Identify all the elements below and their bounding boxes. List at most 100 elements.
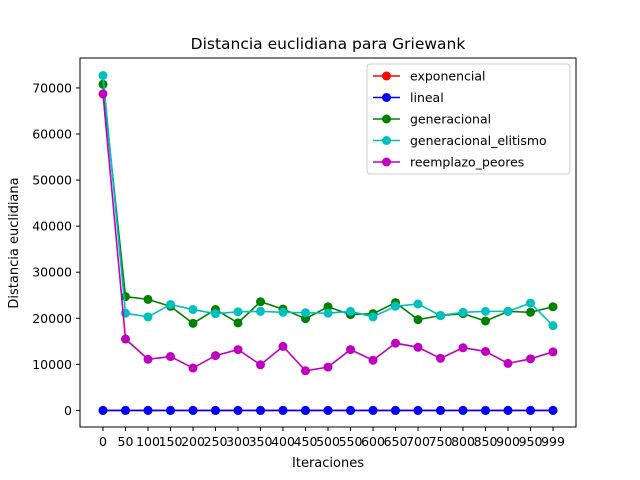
data-point: [233, 318, 243, 328]
data-point: [526, 307, 535, 317]
data-point: [301, 405, 310, 415]
data-point: [121, 334, 130, 344]
data-point: [188, 363, 198, 373]
data-point: [368, 355, 378, 365]
data-point: [211, 309, 220, 319]
data-point: [346, 405, 355, 415]
legend-marker: [382, 157, 391, 167]
legend-entry: reemplazo_peores: [373, 155, 524, 170]
data-point: [391, 405, 400, 415]
x-tick-label: 500: [316, 434, 340, 449]
data-point: [143, 405, 153, 415]
data-point: [458, 343, 468, 353]
legend-label: generacional_elitismo: [410, 133, 547, 148]
data-point: [98, 71, 108, 81]
data-point: [233, 307, 243, 317]
data-point: [211, 405, 220, 415]
x-tick-label: 100: [136, 434, 160, 449]
x-axis-label: Iteraciones: [292, 456, 364, 471]
chart-title: Distancia euclidiana para Griewank: [191, 35, 466, 53]
data-point: [323, 362, 333, 372]
data-point: [503, 306, 513, 316]
x-tick-label: 450: [294, 434, 318, 449]
x-axis: 0 50 1001502002503003504004505005506006507…: [99, 427, 565, 449]
y-tick-label: 20000: [32, 311, 72, 326]
data-point: [256, 306, 265, 316]
data-point: [481, 306, 490, 316]
data-point: [166, 352, 175, 362]
data-point: [278, 405, 288, 415]
data-point: [188, 405, 198, 415]
data-point: [301, 366, 310, 376]
x-tick-label: 550: [339, 434, 363, 449]
data-point: [143, 294, 153, 304]
data-point: [548, 347, 558, 357]
data-point: [188, 318, 198, 328]
data-point: [548, 405, 558, 415]
x-tick-label: 900: [496, 434, 520, 449]
y-tick-label: 50000: [32, 173, 72, 188]
data-point: [391, 338, 400, 348]
legend-entry: exponencial: [373, 69, 485, 84]
data-point: [98, 89, 108, 99]
y-tick-label: 60000: [32, 127, 72, 142]
x-tick-label: 999: [541, 434, 565, 449]
data-point: [481, 316, 490, 326]
data-point: [98, 405, 108, 415]
data-point: [143, 312, 153, 322]
legend-marker: [382, 114, 391, 124]
legend-marker: [382, 93, 391, 102]
x-tick-label: 600: [361, 434, 385, 449]
legend-label: generacional: [410, 112, 491, 127]
series-layer: [98, 71, 558, 415]
y-tick-label: 10000: [32, 357, 72, 372]
x-tick-label: 650: [384, 434, 408, 449]
legend-marker: [382, 71, 391, 81]
y-tick-label: 0: [64, 403, 72, 418]
data-point: [413, 405, 423, 415]
data-point: [211, 351, 220, 361]
data-point: [323, 302, 333, 312]
data-point: [503, 405, 513, 415]
y-tick-label: 30000: [32, 265, 72, 280]
data-point: [256, 405, 265, 415]
data-point: [233, 405, 243, 415]
x-tick-label: 150: [159, 434, 183, 449]
data-point: [346, 306, 355, 316]
x-tick-label: 200: [181, 434, 205, 449]
data-point: [458, 405, 468, 415]
data-point: [503, 358, 513, 368]
data-point: [526, 405, 535, 415]
x-tick-label: 850: [474, 434, 498, 449]
x-tick-label: 0: [99, 434, 107, 449]
data-point: [436, 311, 445, 321]
data-point: [548, 321, 558, 331]
data-point: [98, 79, 108, 89]
data-point: [278, 307, 288, 317]
data-point: [368, 312, 378, 322]
x-tick-label: 300: [226, 434, 250, 449]
data-point: [526, 298, 535, 308]
data-point: [391, 301, 400, 311]
data-point: [548, 302, 558, 312]
data-point: [166, 299, 175, 309]
legend-label: lineal: [410, 90, 444, 105]
data-point: [188, 305, 198, 315]
legend-marker: [382, 136, 391, 145]
data-point: [233, 345, 243, 355]
x-tick-label: 350: [249, 434, 273, 449]
data-point: [121, 405, 130, 415]
legend-entry: lineal: [373, 90, 444, 105]
y-tick-label: 70000: [32, 80, 72, 95]
data-point: [413, 342, 423, 352]
legend-frame: [366, 63, 571, 175]
y-axis-label: Distancia euclidiana: [7, 177, 22, 308]
legend: exponencial lineal generacional generaciona…: [366, 63, 571, 175]
legend-label: exponencial: [410, 69, 485, 84]
data-point: [458, 307, 468, 317]
series-lineal: [98, 405, 558, 415]
x-tick-label: 750: [429, 434, 453, 449]
x-tick-label: 700: [406, 434, 430, 449]
data-point: [526, 354, 535, 364]
